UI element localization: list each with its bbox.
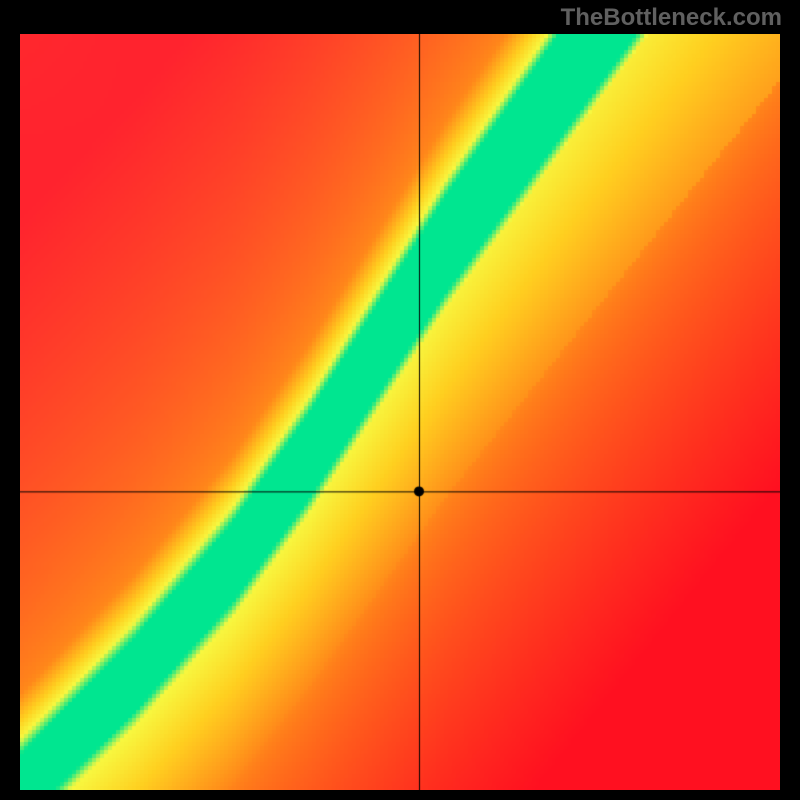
heatmap-canvas bbox=[20, 34, 780, 790]
watermark-text: TheBottleneck.com bbox=[561, 4, 782, 32]
chart-container: TheBottleneck.com bbox=[0, 0, 800, 800]
